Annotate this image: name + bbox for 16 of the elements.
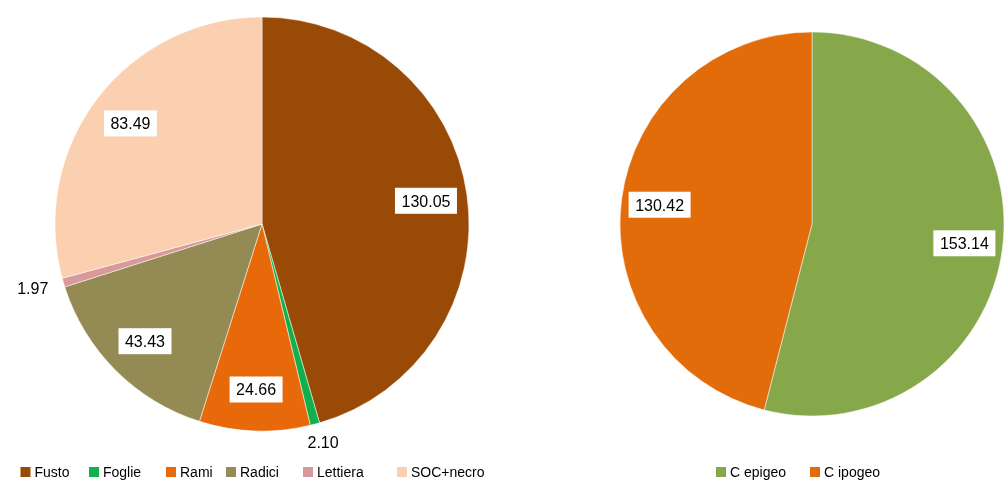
legend-label: Rami [180, 464, 213, 480]
legend-label: Lettiera [317, 464, 364, 480]
legend-label: Radici [240, 464, 279, 480]
data-label: 153.14 [939, 235, 989, 253]
legend-label: Foglie [103, 464, 142, 480]
data-label: 130.05 [401, 192, 451, 210]
legend-label: SOC+necro [411, 464, 485, 480]
legend-label: C epigeo [730, 464, 787, 480]
data-label: 43.43 [124, 333, 166, 351]
data-label: 130.42 [635, 196, 685, 214]
data-label: 2.10 [307, 433, 339, 451]
legend-label: C ipogeo [824, 464, 881, 480]
legend-label: Fusto [34, 464, 70, 480]
data-label: 24.66 [236, 381, 277, 399]
data-label: 1.97 [17, 279, 49, 297]
data-label: 83.49 [110, 115, 151, 133]
